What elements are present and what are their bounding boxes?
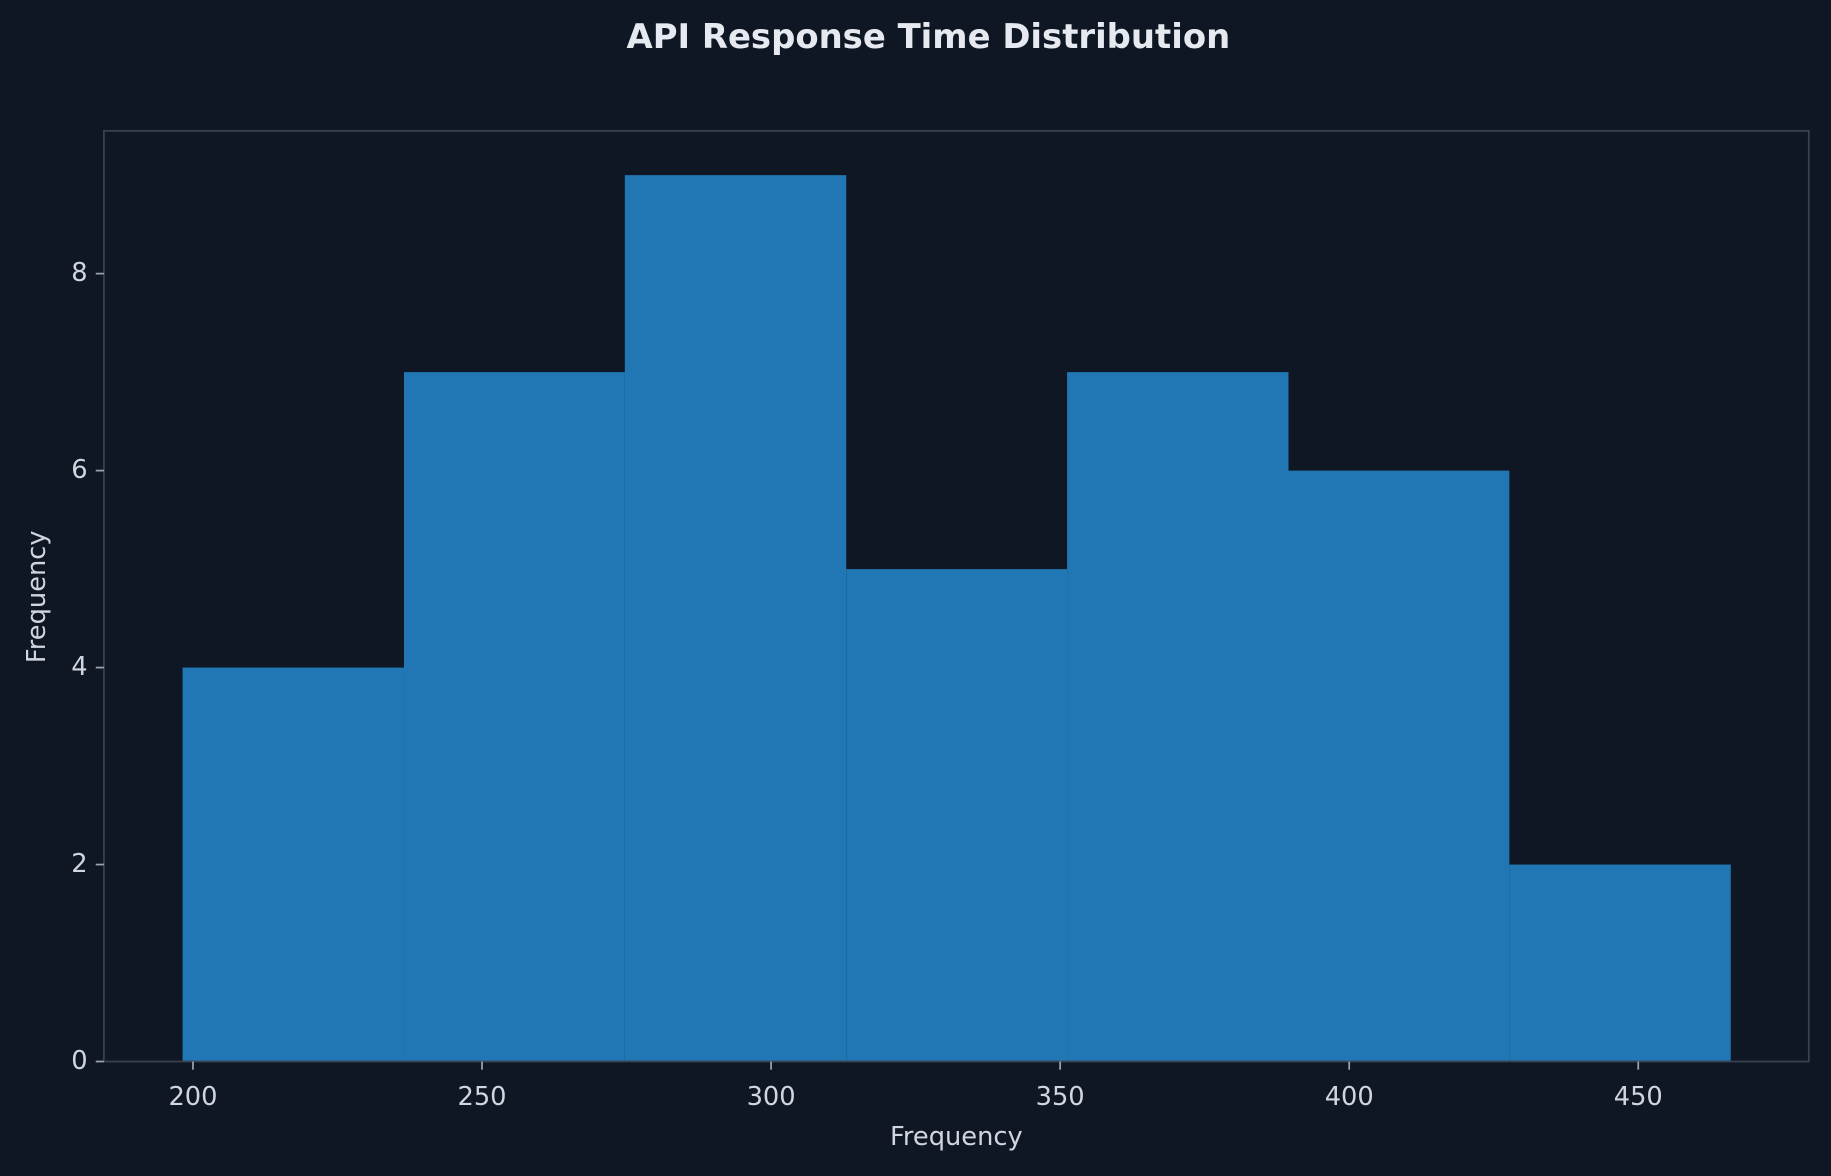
y-tick-label: 8 <box>71 258 87 288</box>
bar <box>182 667 404 1062</box>
x-axis-label: Frequency <box>890 1122 1023 1152</box>
y-axis-label: Frequency <box>22 530 52 663</box>
x-tick-label: 200 <box>168 1082 217 1112</box>
bar <box>403 372 625 1062</box>
chart-title: API Response Time Distribution <box>626 17 1230 56</box>
x-tick-label: 400 <box>1325 1082 1374 1112</box>
x-tick-label: 250 <box>458 1082 507 1112</box>
bar <box>624 175 847 1062</box>
bar <box>1288 470 1510 1062</box>
x-tick-label: 300 <box>747 1082 796 1112</box>
plot-frame <box>103 129 1810 1063</box>
y-tick-label: 0 <box>71 1046 87 1076</box>
x-tick-label: 450 <box>1614 1082 1663 1112</box>
x-tick-label: 350 <box>1036 1082 1085 1112</box>
y-tick-label: 4 <box>71 652 87 682</box>
bar <box>1509 864 1731 1062</box>
bar <box>1067 372 1289 1062</box>
y-tick-label: 2 <box>71 849 87 879</box>
y-tick-label: 6 <box>71 455 87 485</box>
bar <box>846 569 1068 1062</box>
